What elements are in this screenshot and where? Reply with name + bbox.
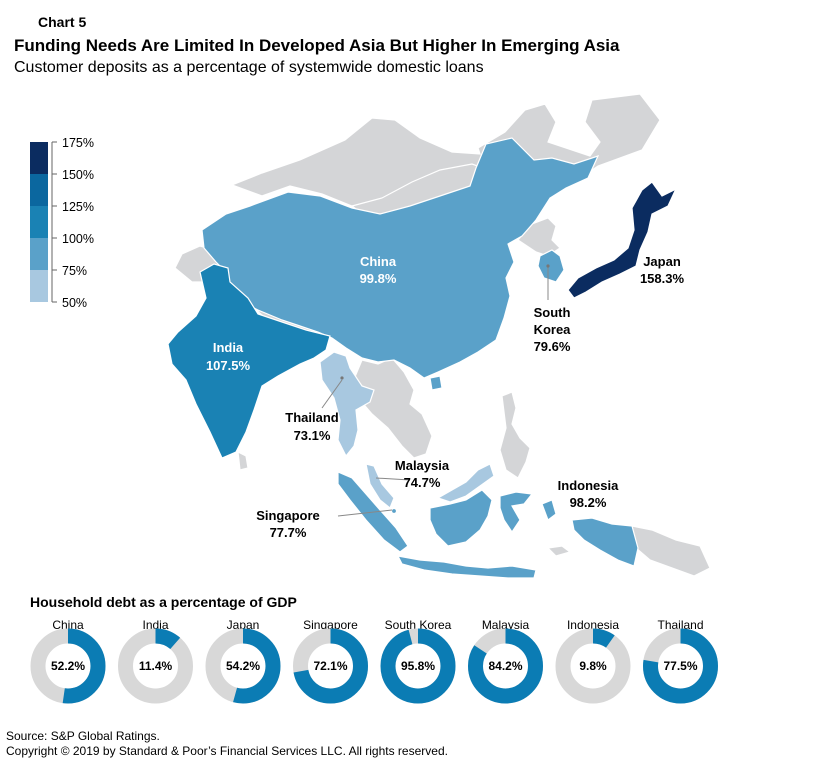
malaysia-value-label: 74.7% [404, 475, 441, 490]
donut-japan: Japan 54.2% [205, 618, 281, 704]
indonesia-sulawesi [499, 491, 534, 534]
south-korea-region [537, 249, 565, 283]
donut-category-label: Singapore [303, 618, 358, 632]
donut-value-arc [380, 628, 456, 704]
donut-value-arc [205, 628, 281, 704]
singapore-region [390, 507, 398, 515]
korea-name-label-1: South [534, 305, 571, 320]
philippines-region [499, 391, 531, 479]
donut-category-label: China [52, 618, 84, 632]
donut-value-label: 9.8% [579, 659, 607, 673]
indonesia-name-label: Indonesia [558, 478, 619, 493]
sri-lanka-region [237, 450, 249, 471]
indonesia-region [337, 471, 639, 579]
donut-china: China 52.2% [30, 618, 106, 704]
korea-leader-dot [546, 264, 550, 268]
donut-charts: China 52.2% India 11.4% Japan 54.2% Singapore 7… [30, 618, 718, 704]
donut-value-arc [30, 628, 106, 704]
indonesia-java [396, 555, 537, 579]
donut-category-label: Japan [227, 618, 260, 632]
donut-category-label: Indonesia [567, 618, 619, 632]
singapore-value-label: 77.7% [270, 525, 307, 540]
donut-category-label: Thailand [657, 618, 703, 632]
legend-swatch-100-125 [30, 206, 48, 238]
singapore-name-label: Singapore [256, 508, 320, 523]
china-value-label: 99.8% [360, 271, 397, 286]
donut-value-arc [555, 628, 631, 704]
legend-swatch-125-150 [30, 174, 48, 206]
legend-swatch-75-100 [30, 238, 48, 270]
donut-value-label: 84.2% [488, 659, 522, 673]
donut-value-label: 52.2% [51, 659, 85, 673]
india-name-label: India [213, 340, 244, 355]
legend-tick-3: 100% [62, 232, 94, 246]
timor-region [546, 545, 572, 557]
korea-name-label-2: Korea [534, 322, 572, 337]
copyright-note: Copyright © 2019 by Standard & Poor’s Fi… [6, 744, 448, 758]
donut-indonesia: Indonesia 9.8% [555, 618, 631, 704]
legend-swatch-150-175 [30, 142, 48, 174]
india-value-label: 107.5% [206, 358, 251, 373]
legend-tick-0: 175% [62, 136, 94, 150]
indonesia-maluku [541, 499, 557, 521]
donut-south-korea: South Korea 95.8% [380, 618, 456, 704]
legend-swatch-50-75 [30, 270, 48, 302]
donut-malaysia: Malaysia 84.2% [468, 618, 543, 704]
donut-section-title: Household debt as a percentage of GDP [30, 594, 297, 610]
legend-tick-5: 50% [62, 296, 87, 310]
malaysia-leader-line [375, 477, 411, 481]
thailand-leader-line [321, 379, 343, 409]
donut-category-label: India [142, 618, 168, 632]
legend: 175% 150% 125% 100% 75% 50% [30, 136, 94, 310]
map-svg: 175% 150% 125% 100% 75% 50% [30, 93, 711, 579]
donut-category-label: South Korea [385, 618, 452, 632]
japan-region [567, 179, 681, 299]
japan-name-label: Japan [643, 254, 681, 269]
donut-value-label: 72.1% [313, 659, 347, 673]
chart-subtitle: Customer deposits as a percentage of sys… [14, 59, 484, 76]
png-region [631, 525, 711, 577]
china-hainan-region [429, 375, 443, 391]
north-korea-region [517, 217, 561, 257]
china-region [201, 137, 600, 379]
legend-tick-1: 150% [62, 168, 94, 182]
donut-value-label: 54.2% [226, 659, 260, 673]
donut-value-arc [293, 628, 368, 704]
japan-value-label: 158.3% [640, 271, 685, 286]
indochina-region [351, 357, 433, 459]
donut-thailand: Thailand 77.5% [643, 618, 718, 704]
malaysia-borneo-region [436, 463, 495, 503]
malaysia-name-label: Malaysia [395, 458, 450, 473]
donut-value-arc [643, 628, 718, 704]
donut-value-label: 11.4% [139, 659, 173, 673]
china-name-label: China [360, 254, 397, 269]
thailand-leader-dot [340, 376, 344, 380]
malaysia-region [365, 463, 395, 509]
thailand-name-label: Thailand [285, 410, 339, 425]
legend-tick-2: 125% [62, 200, 94, 214]
chart-number: Chart 5 [38, 14, 87, 30]
indonesia-kalimantan [429, 489, 493, 547]
indonesia-value-label: 98.2% [570, 495, 607, 510]
singapore-leader-line [337, 509, 393, 517]
donut-value-label: 77.5% [663, 659, 697, 673]
legend-tick-4: 75% [62, 264, 87, 278]
india-region [167, 263, 331, 459]
source-note: Source: S&P Global Ratings. [6, 729, 160, 743]
donut-value-label: 95.8% [401, 659, 435, 673]
donut-value-arc [468, 628, 543, 704]
chart-title: Funding Needs Are Limited In Developed A… [14, 36, 620, 55]
indonesia-papua [571, 517, 639, 567]
korea-value-label: 79.6% [534, 339, 571, 354]
donut-singapore: Singapore 72.1% [293, 618, 368, 704]
thailand-region [319, 351, 375, 458]
donut-india: India 11.4% [118, 618, 193, 704]
thailand-value-label: 73.1% [294, 428, 331, 443]
donut-value-arc [118, 628, 193, 704]
donut-category-label: Malaysia [482, 618, 530, 632]
